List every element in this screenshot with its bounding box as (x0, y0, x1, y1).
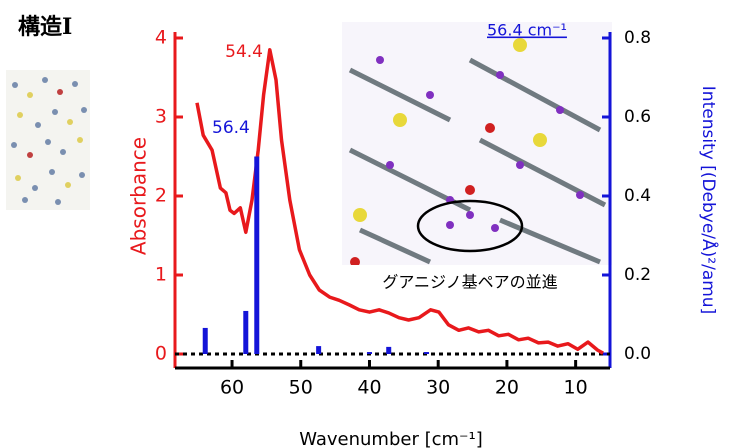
y-tick-label: 1 (155, 264, 167, 286)
x-tick-label: 50 (289, 377, 313, 399)
chart: 構造I Wavenumber [cm⁻¹] Absorbance Intensi… (0, 0, 736, 448)
peak-annotation: 54.4 (225, 42, 263, 62)
inset-annotation: 56.4 cm⁻¹ (487, 21, 567, 40)
peak-annotation: 56.4 (212, 118, 250, 138)
y2-tick-label: 0.0 (624, 344, 651, 364)
x-tick-label: 40 (357, 377, 381, 399)
y2-axis-label: Intensity [(Debye/Å)²/amu] (698, 86, 720, 314)
y2-tick-label: 0.6 (624, 107, 651, 127)
bar (424, 352, 429, 354)
x-axis-label: Wavenumber [cm⁻¹] (299, 429, 483, 448)
bar (243, 311, 248, 354)
bar (367, 352, 372, 354)
x-tick-label: 10 (564, 377, 588, 399)
x-tick-label: 20 (495, 377, 519, 399)
y-tick-label: 0 (155, 343, 167, 365)
y-tick-label: 2 (155, 185, 167, 207)
x-tick-label: 30 (426, 377, 450, 399)
structure-inset (342, 22, 612, 301)
x-tick-label: 60 (220, 377, 244, 399)
bar (316, 346, 321, 354)
bar (203, 328, 208, 354)
chart-title: 構造I (18, 14, 72, 40)
inset-caption: グアニジノ基ペアの並進 (382, 273, 557, 292)
bar (254, 157, 259, 355)
y-tick-label: 3 (155, 106, 167, 128)
bar (386, 347, 391, 354)
y-tick-label: 4 (155, 27, 167, 49)
y-axis-label: Absorbance (127, 137, 151, 255)
y2-tick-label: 0.8 (624, 28, 651, 48)
y2-tick-label: 0.2 (624, 265, 651, 285)
y2-tick-label: 0.4 (624, 186, 651, 206)
structure-thumbnail (6, 70, 90, 210)
